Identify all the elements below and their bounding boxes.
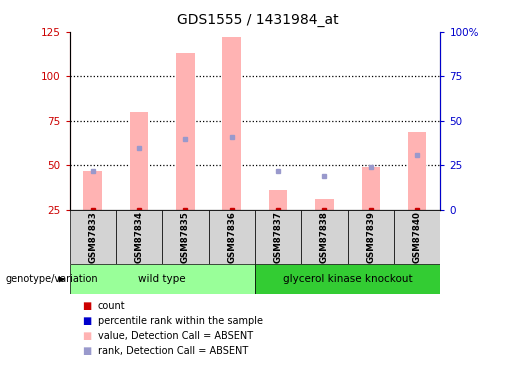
Bar	[255, 264, 440, 294]
Text: value, Detection Call = ABSENT: value, Detection Call = ABSENT	[98, 331, 253, 340]
Bar	[394, 210, 440, 264]
Text: percentile rank within the sample: percentile rank within the sample	[98, 316, 263, 326]
Bar	[222, 37, 241, 210]
Bar	[269, 190, 287, 210]
Bar	[348, 210, 394, 264]
Text: GSM87833: GSM87833	[88, 211, 97, 263]
Bar	[315, 200, 334, 210]
Bar	[130, 112, 148, 210]
Text: GSM87839: GSM87839	[366, 211, 375, 263]
Text: GSM87835: GSM87835	[181, 211, 190, 263]
Text: GSM87834: GSM87834	[134, 211, 144, 263]
Bar	[176, 53, 195, 210]
Bar	[116, 210, 162, 264]
Text: GSM87837: GSM87837	[273, 211, 283, 263]
Text: GSM87840: GSM87840	[413, 211, 422, 263]
Bar	[255, 210, 301, 264]
Bar	[83, 171, 102, 210]
Text: rank, Detection Call = ABSENT: rank, Detection Call = ABSENT	[98, 346, 248, 355]
Text: GDS1555 / 1431984_at: GDS1555 / 1431984_at	[177, 13, 338, 27]
Text: GSM87838: GSM87838	[320, 211, 329, 263]
Text: wild type: wild type	[139, 274, 186, 284]
Bar	[408, 132, 426, 210]
Text: genotype/variation: genotype/variation	[5, 274, 98, 284]
Text: ■: ■	[82, 346, 92, 355]
Text: ■: ■	[82, 301, 92, 310]
Bar	[362, 167, 380, 210]
Bar	[70, 264, 255, 294]
Bar	[70, 210, 116, 264]
Text: GSM87836: GSM87836	[227, 211, 236, 263]
Bar	[209, 210, 255, 264]
Bar	[301, 210, 348, 264]
Text: count: count	[98, 301, 126, 310]
Text: glycerol kinase knockout: glycerol kinase knockout	[283, 274, 413, 284]
Text: ■: ■	[82, 316, 92, 326]
Text: ■: ■	[82, 331, 92, 340]
Bar	[162, 210, 209, 264]
